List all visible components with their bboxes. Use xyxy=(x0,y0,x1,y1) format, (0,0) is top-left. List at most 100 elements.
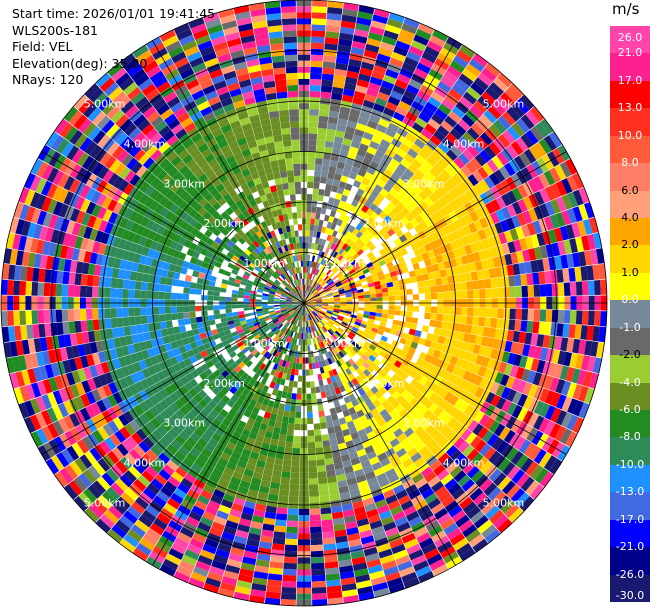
velocity-gate xyxy=(68,272,76,285)
velocity-gate xyxy=(260,259,267,266)
velocity-gate xyxy=(483,145,497,159)
velocity-gate xyxy=(281,292,288,297)
velocity-gate xyxy=(588,217,599,234)
velocity-gate xyxy=(374,206,383,216)
velocity-gate xyxy=(310,280,314,287)
velocity-gate xyxy=(13,387,24,404)
velocity-gate xyxy=(400,216,410,226)
velocity-gate xyxy=(561,396,573,412)
velocity-gate xyxy=(441,321,449,330)
velocity-gate xyxy=(133,479,147,492)
velocity-gate xyxy=(316,322,322,329)
velocity-gate xyxy=(269,311,276,316)
velocity-gate xyxy=(168,334,177,343)
velocity-gate xyxy=(300,327,303,334)
velocity-gate xyxy=(369,570,385,580)
velocity-gate xyxy=(414,382,424,392)
velocity-gate xyxy=(334,346,341,353)
velocity-gate xyxy=(305,224,311,231)
velocity-gate xyxy=(319,416,326,424)
velocity-gate xyxy=(321,226,327,234)
velocity-gate xyxy=(46,183,58,199)
velocity-gate xyxy=(582,371,593,388)
velocity-gate xyxy=(217,399,227,409)
velocity-gate xyxy=(556,323,564,337)
velocity-gate xyxy=(116,288,123,299)
velocity-gate xyxy=(21,251,30,267)
velocity-gate xyxy=(506,389,517,402)
velocity-gate xyxy=(337,44,352,53)
velocity-gate xyxy=(292,304,299,306)
velocity-gate xyxy=(225,520,239,530)
velocity-gate xyxy=(180,220,190,231)
velocity-gate xyxy=(178,360,187,370)
velocity-gate xyxy=(140,290,147,299)
velocity-gate xyxy=(422,450,434,462)
velocity-gate xyxy=(497,308,504,319)
velocity-gate xyxy=(135,244,144,255)
velocity-gate xyxy=(300,308,303,315)
velocity-gate xyxy=(357,585,374,595)
velocity-gate xyxy=(138,401,150,413)
velocity-gate xyxy=(346,306,353,310)
velocity-gate xyxy=(391,373,401,382)
velocity-gate xyxy=(215,413,225,423)
velocity-gate xyxy=(101,119,115,134)
velocity-gate xyxy=(454,453,467,466)
velocity-gate xyxy=(224,215,234,224)
velocity-gate xyxy=(284,314,291,319)
velocity-gate xyxy=(457,227,467,238)
velocity-gate xyxy=(529,484,545,500)
velocity-gate xyxy=(528,145,542,161)
velocity-gate xyxy=(133,404,145,417)
velocity-gate xyxy=(413,526,429,539)
velocity-gate xyxy=(189,378,199,388)
velocity-gate xyxy=(334,300,341,303)
velocity-gate xyxy=(242,261,250,269)
velocity-gate xyxy=(271,375,278,383)
velocity-gate xyxy=(370,20,387,30)
velocity-gate xyxy=(502,111,516,126)
velocity-gate xyxy=(121,249,130,261)
velocity-gate xyxy=(477,72,493,87)
velocity-gate xyxy=(451,266,459,276)
velocity-gate xyxy=(131,432,143,445)
velocity-gate xyxy=(294,295,300,300)
velocity-gate xyxy=(58,388,69,403)
velocity-gate xyxy=(408,127,421,139)
velocity-gate xyxy=(247,265,255,272)
velocity-gate xyxy=(315,151,324,159)
velocity-gate xyxy=(321,73,334,81)
velocity-gate xyxy=(398,187,409,198)
velocity-gate xyxy=(307,293,312,299)
velocity-gate xyxy=(290,472,300,479)
velocity-gate xyxy=(280,477,291,485)
velocity-gate xyxy=(515,137,529,152)
velocity-gate xyxy=(306,381,311,388)
velocity-gate xyxy=(233,282,241,288)
velocity-gate xyxy=(208,473,221,484)
velocity-gate xyxy=(403,231,413,240)
velocity-gate xyxy=(544,405,556,421)
velocity-gate xyxy=(93,92,108,107)
velocity-gate xyxy=(308,307,313,312)
velocity-gate xyxy=(68,358,78,372)
velocity-gate xyxy=(245,285,252,291)
velocity-gate xyxy=(164,189,175,200)
velocity-gate xyxy=(183,391,194,402)
velocity-gate xyxy=(462,501,477,515)
velocity-gate xyxy=(270,314,277,319)
velocity-gate xyxy=(197,437,208,448)
velocity-gate xyxy=(329,438,338,446)
velocity-gate xyxy=(331,275,338,281)
velocity-gate xyxy=(374,373,384,383)
velocity-gate xyxy=(263,517,276,526)
velocity-gate xyxy=(158,306,166,315)
velocity-gate xyxy=(202,543,217,555)
velocity-gate xyxy=(179,405,190,416)
velocity-gate xyxy=(291,337,296,345)
velocity-gate xyxy=(39,254,48,269)
velocity-gate xyxy=(428,213,439,224)
velocity-gate xyxy=(194,500,208,511)
velocity-gate xyxy=(489,348,499,360)
